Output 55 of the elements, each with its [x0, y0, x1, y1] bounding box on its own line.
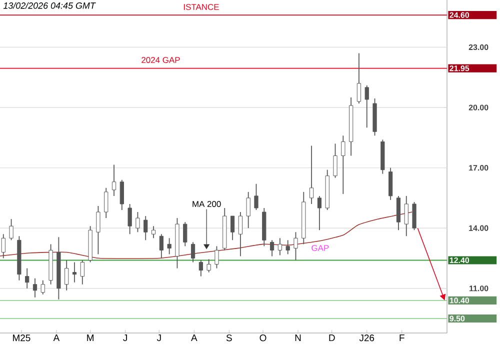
- candlestick: [309, 145, 314, 204]
- x-tick-label: F: [400, 334, 404, 342]
- x-tick-label: M25: [13, 334, 30, 342]
- annotation: 2024 GAP: [142, 57, 180, 63]
- candlestick: [25, 268, 30, 289]
- candlestick: [128, 204, 132, 235]
- candlestick: [294, 232, 298, 261]
- x-tick-label: N: [295, 334, 301, 342]
- candlestick: [341, 135, 346, 194]
- candlestick: [238, 212, 242, 257]
- candlestick: [104, 187, 108, 218]
- annotation: GAP: [312, 245, 329, 251]
- x-tick-label: J26: [359, 334, 374, 342]
- candlestick: [136, 212, 140, 233]
- candlestick: [317, 195, 322, 231]
- annotation: MA 200: [192, 201, 221, 207]
- candlestick: [144, 216, 148, 241]
- annotation: ISTANCE: [184, 4, 219, 10]
- candlestick: [404, 195, 408, 237]
- candlestick: [356, 52, 362, 104]
- candlestick: [32, 278, 38, 298]
- candlestick: [72, 262, 77, 283]
- candlestick: [190, 242, 196, 263]
- candlestick: [112, 164, 116, 196]
- x-tick-label: M: [87, 334, 94, 342]
- candlestick: [198, 260, 203, 277]
- candlestick: [333, 143, 338, 178]
- candlestick: [159, 234, 164, 259]
- candlestick: [80, 260, 84, 285]
- candlestick: [364, 84, 369, 128]
- candlestick: [214, 246, 219, 269]
- candlestick: [278, 238, 282, 256]
- candlestick: [40, 280, 45, 295]
- candlestick: [1, 234, 6, 259]
- candlestick: [286, 240, 290, 255]
- x-tick-label: A: [53, 334, 60, 342]
- candlestick: [9, 218, 14, 241]
- candlestick: [183, 222, 188, 247]
- x-tick-label: J: [123, 334, 127, 342]
- candlestick: [167, 238, 172, 255]
- chart-title: 13/02/2026 04:45 GMT: [3, 2, 96, 9]
- candlestick: [246, 191, 250, 229]
- candlestick: [230, 216, 235, 241]
- x-tick-label: A: [191, 334, 198, 342]
- candlestick: [254, 183, 258, 210]
- x-tick-label: D: [329, 334, 335, 342]
- candlestick: [151, 226, 156, 239]
- x-tick-label: J: [156, 334, 161, 342]
- candlestick: [64, 260, 69, 291]
- candlestick: [270, 240, 274, 257]
- x-tick-label: O: [260, 334, 266, 342]
- candlestick: [206, 258, 211, 273]
- x-tick-label: S: [226, 334, 232, 342]
- candlestick: [96, 206, 100, 255]
- candlestick: [120, 179, 124, 210]
